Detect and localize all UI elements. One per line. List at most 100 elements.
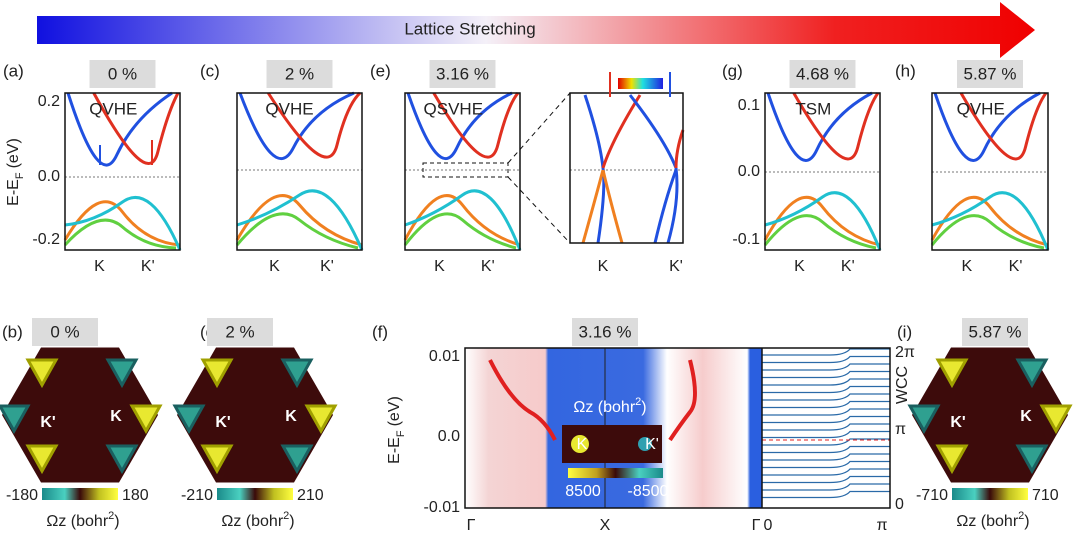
wcc-label: WCC bbox=[894, 366, 911, 404]
x-tick-label: K' bbox=[1009, 258, 1023, 275]
inset-title-part: ) bbox=[641, 399, 646, 416]
inset-title-part: 2 bbox=[635, 396, 641, 408]
colorbar-label: Ωz (bohr2) bbox=[221, 510, 294, 530]
axes-box bbox=[569, 92, 684, 244]
band bbox=[432, 92, 520, 159]
colorbar-label-part: Ωz (bohr bbox=[956, 513, 1018, 530]
k-label: K' bbox=[950, 414, 965, 431]
phase-label: QVHE bbox=[957, 99, 1005, 118]
band bbox=[404, 189, 522, 251]
x-tick-label: K' bbox=[481, 258, 495, 275]
y-tick-label: -0.2 bbox=[32, 231, 60, 248]
wcc-line bbox=[762, 483, 890, 491]
band bbox=[235, 194, 363, 247]
y-axis-label: E-EF (eV) bbox=[386, 396, 407, 464]
curvature-hotspot bbox=[105, 444, 139, 475]
spin-colorbar bbox=[618, 78, 663, 89]
curvature-hotspot bbox=[935, 358, 969, 389]
band bbox=[653, 169, 678, 244]
y-label-part: E-E bbox=[5, 179, 22, 206]
inset-title: Ωz (bohr2) bbox=[573, 396, 646, 416]
band bbox=[930, 214, 1045, 250]
band bbox=[628, 94, 679, 244]
y-tick-label: 0 bbox=[895, 496, 904, 513]
curvature-hotspot bbox=[129, 404, 163, 435]
band-plot bbox=[235, 91, 364, 251]
x-tick-label: K bbox=[961, 258, 972, 275]
x-tick-label: K bbox=[434, 258, 445, 275]
wcc-line bbox=[762, 460, 890, 469]
curvature-hotspot bbox=[172, 404, 206, 435]
wcc-line bbox=[762, 348, 890, 356]
wcc-line bbox=[762, 475, 890, 484]
k-label: K' bbox=[40, 414, 55, 431]
x-tick-label: π bbox=[876, 517, 887, 534]
strain-box bbox=[572, 318, 638, 346]
x-tick-label: K' bbox=[841, 258, 855, 275]
colorbar bbox=[42, 488, 118, 500]
band bbox=[959, 92, 1048, 161]
colorbar-label-part: Ωz (bohr bbox=[221, 513, 283, 530]
wcc-line bbox=[762, 468, 890, 476]
phase-label: QVHE bbox=[89, 99, 137, 118]
k-label: K bbox=[577, 436, 588, 453]
zoom-rect bbox=[422, 162, 509, 178]
x-tick-label: K bbox=[94, 258, 105, 275]
colorbar-min: 8500 bbox=[565, 483, 601, 500]
curvature-hotspot bbox=[25, 358, 59, 389]
band bbox=[766, 91, 873, 162]
panel-label: (h) bbox=[895, 61, 916, 80]
panel-label: (i) bbox=[897, 322, 912, 341]
curvature-hotspot bbox=[200, 358, 234, 389]
curvature-hotspot bbox=[280, 444, 314, 475]
band bbox=[403, 194, 521, 247]
k-label: K bbox=[285, 408, 297, 425]
band bbox=[930, 195, 1049, 247]
colorbar-label-part: 2 bbox=[108, 510, 114, 522]
band bbox=[931, 191, 1050, 251]
strain-box bbox=[89, 60, 156, 88]
brillouin-zone bbox=[912, 347, 1068, 483]
strain-box bbox=[207, 318, 273, 346]
phase-label: TSM bbox=[795, 99, 831, 118]
panel-label: (f) bbox=[372, 322, 388, 341]
band bbox=[235, 212, 359, 250]
band bbox=[601, 94, 642, 169]
y-label-part: E-E bbox=[386, 437, 403, 464]
wcc-line bbox=[762, 385, 890, 394]
brillouin-zone bbox=[2, 347, 158, 483]
strain-box bbox=[962, 318, 1028, 346]
x-tick-label: 0 bbox=[764, 517, 773, 534]
colorbar-min: -210 bbox=[181, 487, 213, 504]
colorbar-label: Ωz (bohr2) bbox=[46, 510, 119, 530]
inset-colorbar bbox=[568, 468, 663, 478]
curvature-hotspot bbox=[907, 404, 941, 435]
colorbar-label-part: 2 bbox=[283, 510, 289, 522]
colorbar bbox=[217, 488, 293, 500]
k-label: K bbox=[1020, 408, 1032, 425]
curvature-hotspot bbox=[0, 404, 31, 435]
band bbox=[66, 91, 173, 167]
y-label-part: F bbox=[395, 430, 407, 437]
band bbox=[64, 196, 182, 251]
band-plot bbox=[63, 91, 182, 251]
band bbox=[601, 169, 624, 244]
strain-label: 0 % bbox=[108, 64, 137, 83]
title: Lattice Stretching bbox=[404, 19, 535, 38]
wcc-line bbox=[762, 490, 890, 499]
phase-label: QVHE bbox=[265, 99, 313, 118]
y-axis-label: E-EF (eV) bbox=[5, 138, 26, 206]
band bbox=[92, 92, 180, 165]
y-tick-label: 0.1 bbox=[738, 97, 760, 114]
y-tick-label: 0.2 bbox=[38, 93, 60, 110]
curvature-hotspot bbox=[280, 358, 314, 389]
brillouin-zone bbox=[177, 347, 333, 483]
band bbox=[403, 212, 517, 250]
stretch-arrow bbox=[37, 2, 1035, 58]
zoom-line bbox=[507, 176, 571, 244]
axes-box bbox=[764, 92, 881, 251]
y-label-part: (eV) bbox=[5, 138, 22, 168]
x-tick-label: K' bbox=[141, 258, 155, 275]
colorbar-max: -8500 bbox=[628, 483, 669, 500]
band bbox=[63, 218, 177, 250]
